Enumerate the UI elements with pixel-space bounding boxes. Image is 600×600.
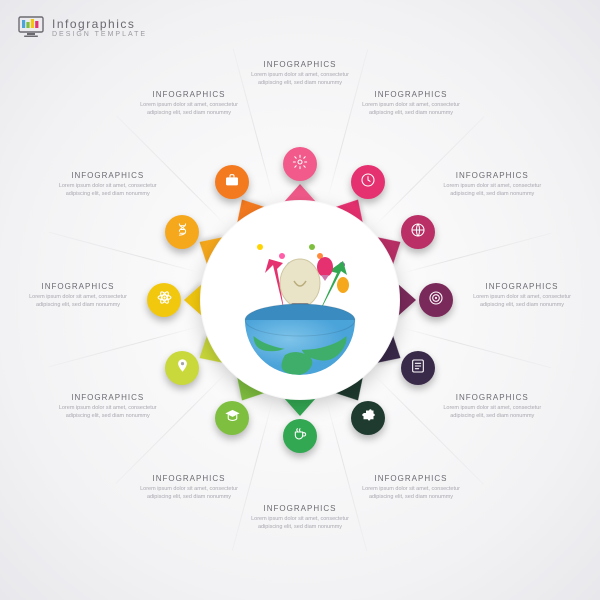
section-title: INFOGRAPHICS <box>53 171 163 180</box>
briefcase-icon <box>224 172 240 193</box>
cap-node <box>215 401 249 435</box>
section-label: INFOGRAPHICS Lorem ipsum dolor sit amet,… <box>134 90 244 118</box>
briefcase-node <box>215 165 249 199</box>
atom-icon <box>156 289 173 311</box>
globe-icon <box>410 222 426 243</box>
pin-node <box>165 351 199 385</box>
section-body: Lorem ipsum dolor sit amet, consectetur … <box>356 486 466 502</box>
section-body: Lorem ipsum dolor sit amet, consectetur … <box>53 405 163 421</box>
section-body: Lorem ipsum dolor sit amet, consectetur … <box>245 72 355 88</box>
dna-icon <box>175 222 190 242</box>
section-title: INFOGRAPHICS <box>356 90 466 99</box>
section-body: Lorem ipsum dolor sit amet, consectetur … <box>53 183 163 199</box>
globe-node <box>401 215 435 249</box>
section-body: Lorem ipsum dolor sit amet, consectetur … <box>467 294 577 310</box>
gear-node <box>283 147 317 181</box>
section-label: INFOGRAPHICS Lorem ipsum dolor sit amet,… <box>23 282 133 310</box>
pin-icon <box>175 358 190 378</box>
gear-icon <box>292 154 308 175</box>
list-icon <box>410 358 426 379</box>
section-label: INFOGRAPHICS Lorem ipsum dolor sit amet,… <box>134 474 244 502</box>
cup-icon <box>292 426 308 447</box>
radial-infographic: INFOGRAPHICS Lorem ipsum dolor sit amet,… <box>0 0 600 600</box>
section-body: Lorem ipsum dolor sit amet, consectetur … <box>437 405 547 421</box>
puzzle-icon <box>361 408 376 428</box>
cap-icon <box>224 407 241 429</box>
list-node <box>401 351 435 385</box>
target-icon <box>428 290 444 311</box>
puzzle-node <box>351 401 385 435</box>
section-body: Lorem ipsum dolor sit amet, consectetur … <box>437 183 547 199</box>
section-title: INFOGRAPHICS <box>467 282 577 291</box>
section-body: Lorem ipsum dolor sit amet, consectetur … <box>245 516 355 532</box>
section-title: INFOGRAPHICS <box>23 282 133 291</box>
section-title: INFOGRAPHICS <box>437 393 547 402</box>
clock-icon <box>360 172 376 193</box>
section-title: INFOGRAPHICS <box>53 393 163 402</box>
clock-node <box>351 165 385 199</box>
section-title: INFOGRAPHICS <box>437 171 547 180</box>
section-label: INFOGRAPHICS Lorem ipsum dolor sit amet,… <box>356 474 466 502</box>
target-node <box>419 283 453 317</box>
center-illustration <box>225 225 375 375</box>
section-title: INFOGRAPHICS <box>245 60 355 69</box>
section-body: Lorem ipsum dolor sit amet, consectetur … <box>134 486 244 502</box>
section-title: INFOGRAPHICS <box>356 474 466 483</box>
dna-node <box>165 215 199 249</box>
section-label: INFOGRAPHICS Lorem ipsum dolor sit amet,… <box>356 90 466 118</box>
section-body: Lorem ipsum dolor sit amet, consectetur … <box>23 294 133 310</box>
section-title: INFOGRAPHICS <box>245 504 355 513</box>
section-label: INFOGRAPHICS Lorem ipsum dolor sit amet,… <box>437 171 547 199</box>
section-title: INFOGRAPHICS <box>134 474 244 483</box>
section-label: INFOGRAPHICS Lorem ipsum dolor sit amet,… <box>437 393 547 421</box>
section-label: INFOGRAPHICS Lorem ipsum dolor sit amet,… <box>245 504 355 532</box>
cup-node <box>283 419 317 453</box>
section-label: INFOGRAPHICS Lorem ipsum dolor sit amet,… <box>245 60 355 88</box>
section-body: Lorem ipsum dolor sit amet, consectetur … <box>356 102 466 118</box>
section-label: INFOGRAPHICS Lorem ipsum dolor sit amet,… <box>467 282 577 310</box>
section-body: Lorem ipsum dolor sit amet, consectetur … <box>134 102 244 118</box>
atom-node <box>147 283 181 317</box>
section-label: INFOGRAPHICS Lorem ipsum dolor sit amet,… <box>53 171 163 199</box>
section-title: INFOGRAPHICS <box>134 90 244 99</box>
section-label: INFOGRAPHICS Lorem ipsum dolor sit amet,… <box>53 393 163 421</box>
